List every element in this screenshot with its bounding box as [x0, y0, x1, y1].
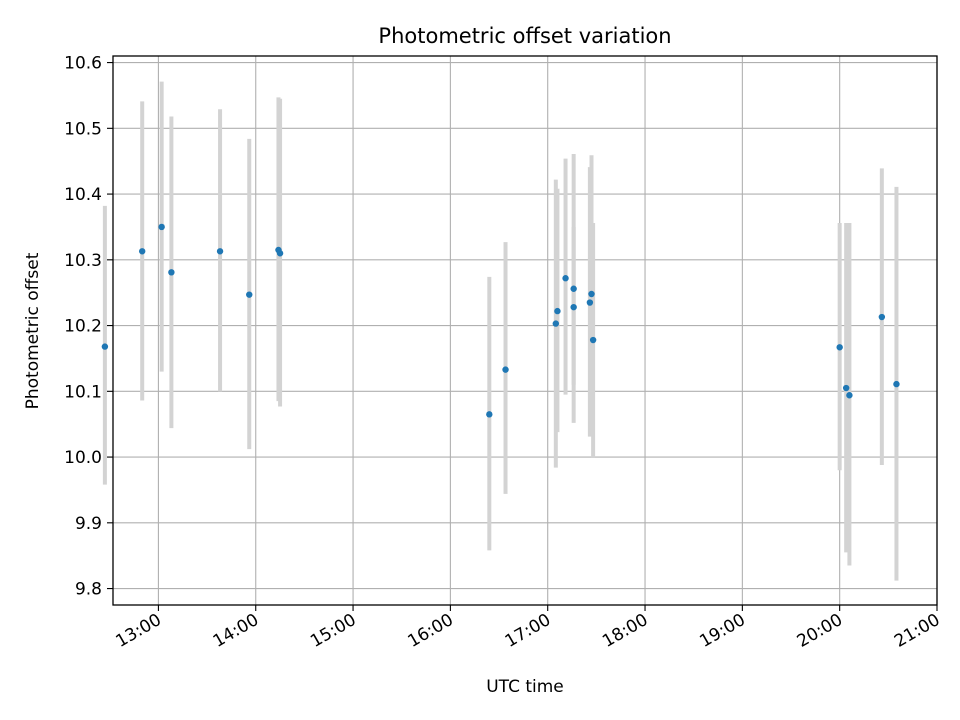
data-point	[552, 320, 560, 327]
data-point	[570, 285, 577, 292]
grid-lines	[113, 56, 938, 605]
data-point	[562, 275, 569, 282]
data-point	[486, 411, 493, 418]
x-tick-label: 18:00	[599, 610, 651, 652]
data-point	[846, 392, 853, 399]
data-point	[586, 299, 594, 306]
data-point	[138, 248, 146, 255]
x-tick-label: 20:00	[794, 610, 846, 652]
x-tick-label: 13:00	[112, 610, 164, 652]
data-point	[570, 303, 577, 311]
y-tick-label: 9.8	[75, 580, 102, 600]
x-tick-label: 19:00	[696, 610, 748, 652]
data-point	[842, 384, 850, 392]
data-point	[168, 269, 175, 276]
data-point	[878, 313, 886, 321]
data-point	[158, 223, 165, 231]
data-points	[101, 223, 900, 418]
chart-title: Photometric offset variation	[378, 24, 671, 48]
data-point	[554, 307, 561, 315]
y-tick-label: 10.6	[64, 54, 102, 74]
x-axis-label: UTC time	[486, 677, 564, 697]
y-tick-label: 10.1	[64, 382, 102, 402]
data-point	[216, 248, 224, 255]
data-point	[502, 366, 509, 373]
data-point	[246, 291, 253, 298]
y-tick-label: 9.9	[75, 514, 102, 534]
x-tick-label: 16:00	[404, 610, 456, 652]
data-point	[101, 343, 109, 350]
data-point	[893, 380, 900, 388]
y-tick-label: 10.4	[64, 185, 102, 205]
y-tick-label: 10.2	[64, 317, 102, 337]
y-axis-label: Photometric offset	[23, 252, 43, 409]
x-tick-label: 21:00	[891, 610, 943, 652]
x-tick-label: 14:00	[210, 610, 262, 652]
data-point	[589, 336, 597, 344]
y-tick-label: 10.3	[64, 251, 102, 271]
y-tick-label: 10.0	[64, 448, 102, 468]
data-point	[276, 250, 284, 257]
x-tick-label: 17:00	[502, 610, 554, 652]
data-point	[836, 344, 843, 351]
plot-frame	[112, 55, 938, 606]
y-tick-label: 10.5	[64, 119, 102, 139]
x-tick-label: 15:00	[307, 610, 359, 652]
data-point	[588, 290, 595, 298]
error-bars	[102, 81, 899, 581]
